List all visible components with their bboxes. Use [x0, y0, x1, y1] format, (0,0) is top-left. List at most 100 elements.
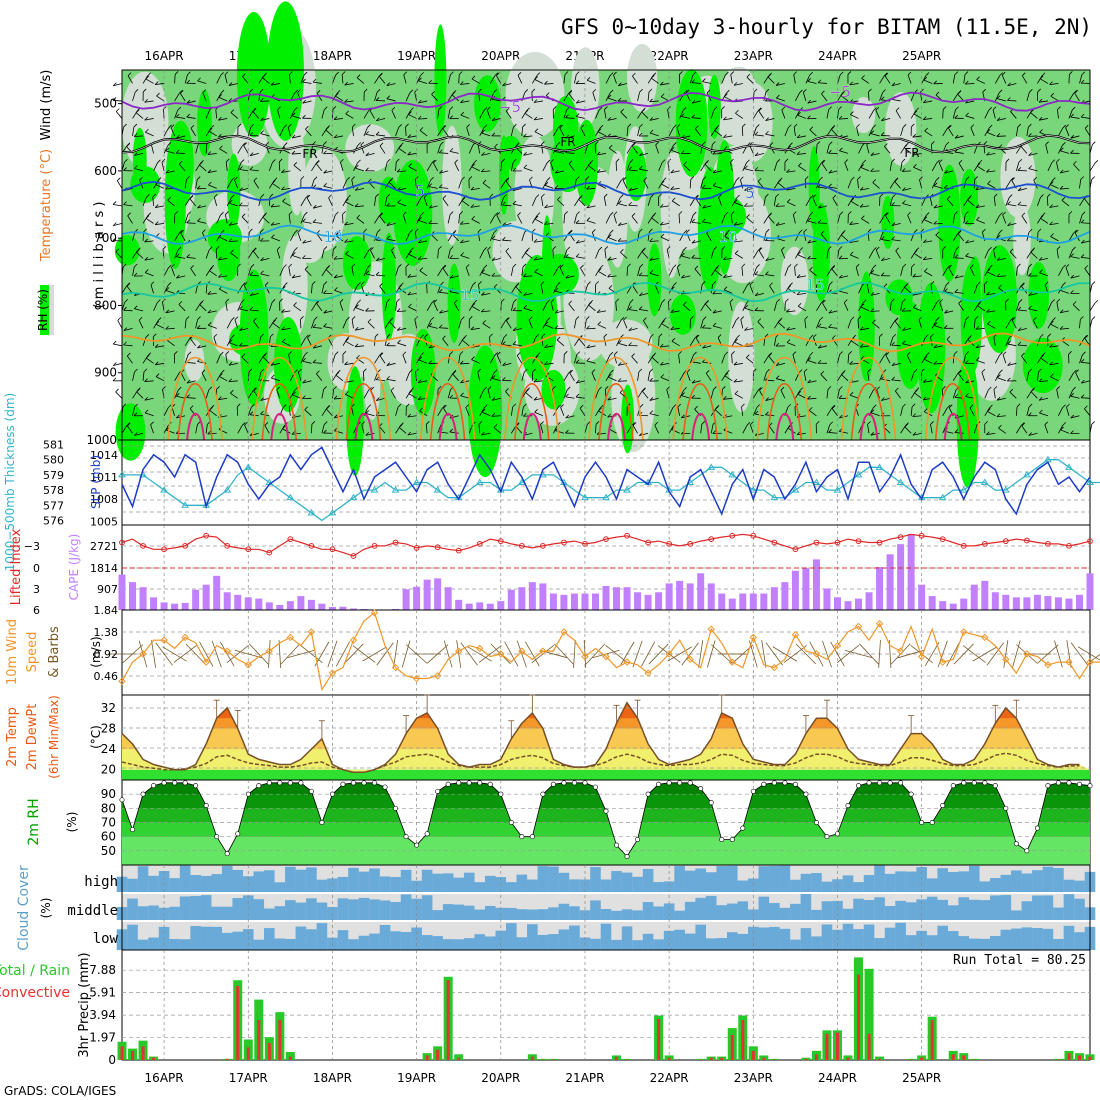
wind-barb	[954, 291, 964, 294]
wind-barb-flag	[712, 309, 717, 314]
wind-barb-flag	[1010, 177, 1014, 181]
cloud-bar-high	[484, 875, 496, 892]
wind-barb	[569, 372, 575, 382]
wind-barb-flag	[1092, 141, 1096, 145]
wind-barb	[239, 188, 249, 192]
wind-barb	[487, 249, 491, 259]
wind-barb-flag	[460, 111, 465, 116]
wind-barb-flag	[695, 334, 700, 339]
wind-barb-flag	[526, 247, 530, 252]
wind-barb	[867, 424, 870, 434]
wind-barb	[691, 100, 701, 104]
wind-barb	[229, 342, 238, 347]
wind-barb-flag	[186, 394, 190, 398]
wind-barb-flag	[1051, 159, 1056, 164]
wind-barb	[565, 152, 575, 154]
thickness-point	[370, 486, 379, 493]
wind-barb-flag	[242, 282, 246, 286]
wind-barb	[870, 432, 880, 436]
wind-barb-flag	[116, 108, 120, 112]
wind-barb-flag	[839, 147, 843, 152]
wind-barb-flag	[415, 368, 419, 373]
wind-barb	[616, 180, 622, 189]
wind-barb	[374, 355, 380, 364]
wind-barb-flag	[620, 334, 624, 338]
wind-barb	[1049, 205, 1059, 208]
cloud-bar-middle	[653, 906, 664, 920]
wind-barb-flag	[481, 431, 485, 436]
wind-barb	[671, 340, 680, 347]
wind-barb	[155, 376, 165, 382]
cloud-bar-low	[716, 938, 728, 950]
cloud-bar-middle	[832, 900, 843, 920]
wind-barb	[763, 196, 766, 206]
cloud-bar-middle	[684, 901, 696, 920]
wind-barb-flag	[799, 229, 803, 234]
wind-barb	[449, 275, 459, 279]
wind-barb-flag	[536, 72, 541, 76]
wind-barb	[973, 163, 980, 172]
wind-barb	[839, 275, 849, 279]
wind-barb	[540, 284, 544, 294]
wind-barb-flag	[754, 292, 759, 296]
wind-barb-flag	[828, 141, 833, 145]
isotherm-label: −5	[499, 98, 521, 116]
wind-barb	[795, 232, 800, 242]
wind-barb-flag	[407, 134, 412, 138]
wind-barb-flag	[946, 195, 951, 200]
wind-barb	[831, 129, 838, 137]
wind-barb	[374, 372, 378, 381]
wind-barb	[342, 319, 347, 329]
wind-barb-flag	[954, 134, 959, 139]
wind-barb	[807, 380, 817, 384]
wind-barb-10m	[795, 643, 817, 665]
isotherm-4	[121, 281, 1091, 303]
wind-barb-flag	[807, 217, 812, 222]
wind-barb-flag	[617, 237, 622, 242]
wind-barb-flag	[730, 211, 735, 215]
wind-barb	[868, 267, 874, 277]
wind-barb-flag	[471, 75, 476, 80]
wind-barb-flag	[491, 257, 496, 261]
wind-barb	[603, 196, 607, 206]
wind-barb	[923, 118, 933, 120]
rh-point	[445, 781, 451, 787]
wind-barb-flag	[775, 82, 780, 86]
wind-barb-flag	[1028, 133, 1032, 137]
wind-barb-flag	[596, 309, 601, 313]
wind-barb-flag	[365, 432, 370, 436]
wind-barb-flag	[861, 215, 865, 219]
wind-barb-flag	[450, 71, 454, 76]
rh-point	[1024, 848, 1030, 854]
li-point	[708, 536, 715, 543]
wind-barb-flag	[660, 374, 665, 378]
wind-barb	[523, 292, 533, 296]
wind-barb	[840, 234, 849, 242]
wind-barb	[544, 205, 554, 209]
cape-bar	[781, 582, 789, 610]
wind-barb-flag	[368, 247, 372, 251]
wind-barb-flag	[798, 162, 802, 167]
rh-point	[308, 788, 314, 794]
wind-barb-flag	[512, 263, 517, 268]
wind-barb-flag	[817, 359, 822, 364]
wind-barb-flag	[1021, 352, 1025, 357]
wind-barb	[312, 222, 322, 224]
wind-barb	[769, 285, 775, 294]
wind-barb	[631, 216, 638, 224]
wind-barb-flag	[965, 393, 969, 397]
wind-barb	[491, 238, 501, 242]
wind-barb-10m	[962, 645, 986, 663]
cloud-bar-low	[790, 939, 801, 950]
isotherm-5	[121, 332, 1091, 353]
wind-barb	[1070, 415, 1080, 419]
wind-barb-flag	[535, 194, 540, 198]
wind-barb	[325, 129, 333, 137]
wind-barb-flag	[911, 123, 915, 128]
wind-barb	[954, 135, 964, 139]
rh-point	[245, 791, 251, 797]
wind-barb-flag	[1037, 88, 1041, 93]
rh-point	[813, 819, 819, 825]
wind-barb	[913, 113, 922, 119]
wind-barb-flag	[431, 159, 436, 164]
